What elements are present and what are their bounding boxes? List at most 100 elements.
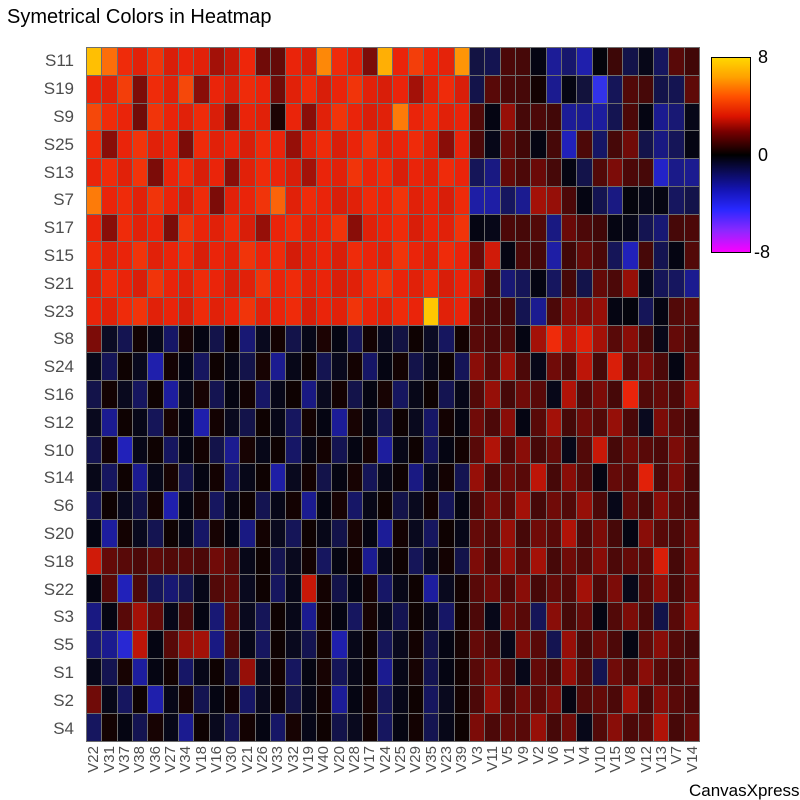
heatmap-cell[interactable] (623, 270, 638, 297)
heatmap-cell[interactable] (332, 464, 347, 492)
heatmap-cell[interactable] (592, 658, 608, 686)
heatmap-cell[interactable] (470, 575, 485, 603)
heatmap-cell[interactable] (347, 547, 362, 575)
heatmap-cell[interactable] (163, 75, 178, 103)
heatmap-cell[interactable] (408, 159, 424, 186)
heatmap-cell[interactable] (316, 630, 332, 658)
heatmap-cell[interactable] (623, 436, 638, 464)
heatmap-cell[interactable] (332, 297, 347, 325)
heatmap-cell[interactable] (362, 492, 378, 519)
heatmap-cell[interactable] (178, 575, 194, 603)
heatmap-cell[interactable] (270, 492, 286, 519)
heatmap-cell[interactable] (608, 325, 623, 353)
heatmap-cell[interactable] (102, 103, 117, 131)
heatmap-cell[interactable] (87, 603, 102, 630)
heatmap-cell[interactable] (194, 214, 209, 242)
heatmap-cell[interactable] (224, 603, 240, 630)
heatmap-cell[interactable] (301, 103, 316, 131)
heatmap-cell[interactable] (178, 408, 194, 436)
heatmap-cell[interactable] (500, 686, 516, 714)
heatmap-cell[interactable] (623, 519, 638, 547)
heatmap-cell[interactable] (117, 186, 132, 214)
heatmap-cell[interactable] (638, 353, 654, 381)
heatmap-cell[interactable] (531, 603, 546, 630)
heatmap-cell[interactable] (255, 297, 270, 325)
heatmap-cell[interactable] (270, 686, 286, 714)
heatmap-cell[interactable] (224, 297, 240, 325)
heatmap-cell[interactable] (485, 214, 500, 242)
heatmap-cell[interactable] (562, 436, 577, 464)
heatmap-cell[interactable] (163, 492, 178, 519)
heatmap-cell[interactable] (500, 436, 516, 464)
heatmap-cell[interactable] (316, 186, 332, 214)
heatmap-cell[interactable] (654, 492, 669, 519)
heatmap-cell[interactable] (332, 381, 347, 408)
heatmap-cell[interactable] (347, 408, 362, 436)
heatmap-cell[interactable] (608, 408, 623, 436)
heatmap-cell[interactable] (638, 714, 654, 741)
heatmap-cell[interactable] (592, 464, 608, 492)
heatmap-cell[interactable] (623, 75, 638, 103)
heatmap-cell[interactable] (209, 492, 224, 519)
heatmap-cell[interactable] (393, 103, 408, 131)
heatmap-cell[interactable] (209, 214, 224, 242)
heatmap-cell[interactable] (424, 603, 439, 630)
heatmap-cell[interactable] (500, 464, 516, 492)
heatmap-cell[interactable] (623, 159, 638, 186)
heatmap-cell[interactable] (332, 242, 347, 270)
heatmap-cell[interactable] (194, 103, 209, 131)
heatmap-cell[interactable] (546, 408, 562, 436)
heatmap-cell[interactable] (178, 630, 194, 658)
heatmap-cell[interactable] (194, 603, 209, 630)
heatmap-cell[interactable] (148, 270, 163, 297)
heatmap-cell[interactable] (132, 547, 148, 575)
heatmap-cell[interactable] (516, 325, 531, 353)
heatmap-cell[interactable] (132, 325, 148, 353)
heatmap-cell[interactable] (87, 630, 102, 658)
heatmap-cell[interactable] (516, 575, 531, 603)
heatmap-cell[interactable] (669, 603, 684, 630)
heatmap-cell[interactable] (378, 353, 393, 381)
heatmap-cell[interactable] (286, 103, 301, 131)
heatmap-cell[interactable] (562, 603, 577, 630)
heatmap-cell[interactable] (332, 686, 347, 714)
heatmap-cell[interactable] (654, 408, 669, 436)
heatmap-cell[interactable] (470, 186, 485, 214)
heatmap-cell[interactable] (516, 658, 531, 686)
heatmap-cell[interactable] (562, 270, 577, 297)
heatmap-cell[interactable] (209, 103, 224, 131)
heatmap-cell[interactable] (87, 381, 102, 408)
heatmap-cell[interactable] (286, 131, 301, 159)
heatmap-cell[interactable] (316, 408, 332, 436)
heatmap-cell[interactable] (378, 408, 393, 436)
heatmap-cell[interactable] (316, 103, 332, 131)
heatmap-cell[interactable] (132, 436, 148, 464)
heatmap-cell[interactable] (470, 603, 485, 630)
heatmap-cell[interactable] (454, 686, 470, 714)
heatmap-cell[interactable] (500, 103, 516, 131)
heatmap-cell[interactable] (332, 325, 347, 353)
heatmap-cell[interactable] (240, 242, 255, 270)
heatmap-cell[interactable] (439, 270, 454, 297)
heatmap-cell[interactable] (608, 75, 623, 103)
heatmap-cell[interactable] (592, 603, 608, 630)
heatmap-cell[interactable] (393, 464, 408, 492)
heatmap-cell[interactable] (654, 325, 669, 353)
heatmap-cell[interactable] (424, 381, 439, 408)
heatmap-cell[interactable] (316, 547, 332, 575)
heatmap-cell[interactable] (577, 48, 592, 75)
heatmap-cell[interactable] (546, 658, 562, 686)
heatmap-cell[interactable] (286, 575, 301, 603)
heatmap-cell[interactable] (500, 325, 516, 353)
heatmap-cell[interactable] (454, 714, 470, 741)
heatmap-cell[interactable] (347, 186, 362, 214)
heatmap-cell[interactable] (577, 436, 592, 464)
heatmap-cell[interactable] (684, 131, 699, 159)
heatmap-cell[interactable] (546, 464, 562, 492)
heatmap-cell[interactable] (485, 658, 500, 686)
heatmap-cell[interactable] (332, 48, 347, 75)
heatmap-cell[interactable] (270, 48, 286, 75)
heatmap-cell[interactable] (638, 686, 654, 714)
heatmap-cell[interactable] (102, 408, 117, 436)
heatmap-cell[interactable] (378, 242, 393, 270)
